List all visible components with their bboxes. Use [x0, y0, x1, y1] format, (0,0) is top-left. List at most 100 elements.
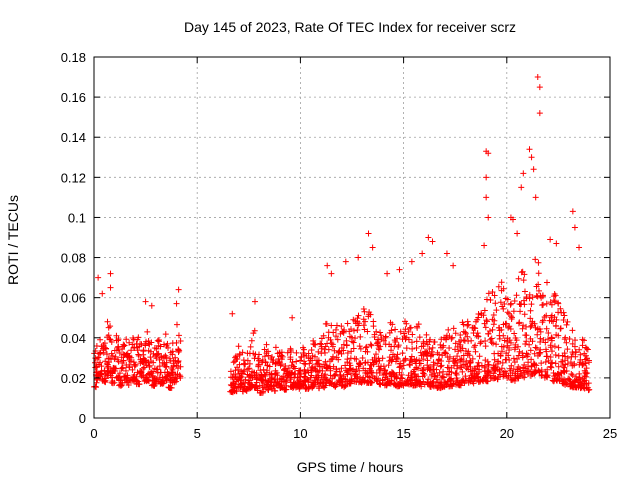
data-point	[521, 361, 528, 368]
data-point	[569, 372, 576, 379]
data-point	[363, 369, 370, 376]
data-point	[118, 365, 125, 372]
data-point	[376, 346, 383, 353]
data-point	[401, 318, 408, 325]
data-point	[269, 354, 276, 361]
data-point	[500, 373, 507, 380]
data-point	[489, 289, 496, 296]
data-point	[350, 339, 357, 346]
data-point	[175, 348, 182, 355]
data-point	[284, 349, 291, 356]
data-point	[99, 290, 106, 297]
data-point	[493, 341, 500, 348]
y-tick-label: 0.16	[61, 90, 86, 105]
data-point	[126, 353, 133, 360]
data-point	[368, 367, 375, 374]
data-point	[537, 338, 544, 345]
data-point	[499, 359, 506, 366]
data-point	[101, 340, 108, 347]
data-point	[549, 348, 556, 355]
data-point	[172, 354, 179, 361]
data-point	[119, 364, 126, 371]
data-point	[533, 345, 540, 352]
data-point	[285, 365, 292, 372]
data-point	[485, 214, 492, 221]
data-point	[99, 345, 106, 352]
data-point	[551, 298, 558, 305]
data-point	[356, 361, 363, 368]
data-point	[476, 362, 483, 369]
data-point	[551, 343, 558, 350]
data-point	[268, 374, 275, 381]
data-point	[488, 339, 495, 346]
data-point	[376, 380, 383, 387]
data-point	[534, 331, 541, 338]
data-point	[297, 367, 304, 374]
data-point	[508, 313, 515, 320]
data-point	[333, 333, 340, 340]
data-point	[366, 309, 373, 316]
data-point	[558, 375, 565, 382]
data-point	[164, 340, 171, 347]
data-point	[471, 324, 478, 331]
data-point	[454, 362, 461, 369]
data-point	[260, 376, 267, 383]
data-point	[142, 359, 149, 366]
data-point	[475, 333, 482, 340]
data-point	[392, 358, 399, 365]
data-point	[455, 382, 462, 389]
data-point	[330, 372, 337, 379]
data-point	[389, 321, 396, 328]
data-point	[370, 318, 377, 325]
data-point	[530, 166, 537, 173]
data-point	[351, 368, 358, 375]
data-point	[455, 348, 462, 355]
data-point	[362, 344, 369, 351]
data-point	[157, 343, 164, 350]
data-point	[583, 365, 590, 372]
data-point	[340, 347, 347, 354]
data-point	[475, 311, 482, 317]
data-point	[290, 363, 297, 370]
data-point	[325, 346, 332, 353]
data-point	[235, 366, 242, 373]
data-point	[464, 333, 471, 340]
data-point	[452, 330, 459, 337]
data-point	[511, 359, 518, 366]
data-point	[150, 381, 157, 388]
data-point	[364, 359, 371, 366]
data-point	[146, 341, 153, 348]
data-point	[388, 327, 395, 334]
data-point	[169, 378, 176, 385]
data-point	[430, 378, 437, 385]
data-point	[380, 337, 387, 344]
data-point	[538, 360, 545, 367]
data-point	[235, 343, 242, 350]
data-point	[390, 369, 397, 376]
data-point	[532, 194, 539, 201]
data-point	[582, 370, 589, 377]
data-point	[528, 356, 535, 363]
data-point	[132, 378, 139, 385]
data-point	[347, 333, 354, 340]
y-tick-label: 0.18	[61, 50, 86, 65]
data-point	[495, 358, 502, 365]
data-point	[369, 356, 376, 363]
data-point	[550, 369, 557, 376]
data-point	[97, 336, 104, 343]
data-point	[396, 364, 403, 371]
data-point	[510, 308, 517, 315]
data-point	[154, 351, 161, 358]
data-point	[132, 361, 139, 368]
data-point	[289, 359, 296, 366]
data-point	[554, 299, 561, 306]
x-tick-label: 25	[603, 426, 617, 441]
data-point	[95, 354, 102, 361]
data-point	[336, 368, 343, 375]
data-point	[384, 375, 391, 382]
data-point	[450, 355, 457, 362]
data-point	[151, 382, 158, 389]
data-point	[408, 339, 415, 346]
data-point	[327, 365, 334, 372]
data-point	[482, 343, 489, 350]
